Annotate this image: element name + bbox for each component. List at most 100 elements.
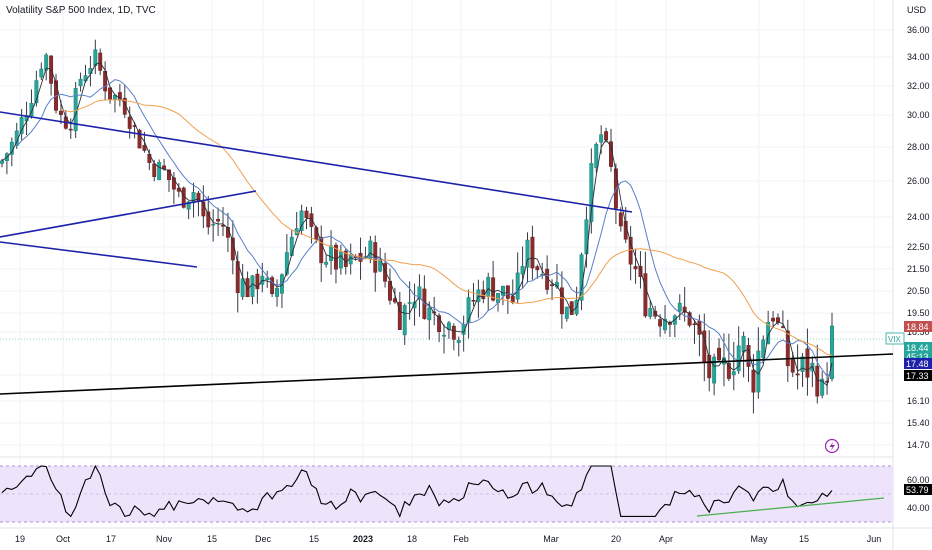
candle[interactable] [412,283,417,326]
candle[interactable] [334,242,338,284]
candle[interactable] [275,279,279,307]
candle[interactable] [805,328,810,396]
candle-body-up [211,223,216,226]
candle-body-up [830,325,834,380]
candle[interactable] [731,341,736,391]
candle[interactable] [343,248,348,275]
candle[interactable] [201,185,206,229]
candle[interactable] [451,323,456,351]
trendline-upper[interactable] [0,111,633,213]
candles[interactable] [0,39,834,414]
time-tick-label: Nov [156,534,173,544]
candle[interactable] [505,285,510,314]
candle[interactable] [795,344,800,390]
price-axis[interactable]: 36.00 34.00 32.00 30.00 28.00 26.00 24.00 22.50… [885,25,932,513]
support-line[interactable] [0,353,894,395]
candle[interactable] [677,294,682,320]
lightning-icon[interactable] [824,438,840,454]
candle[interactable] [299,204,304,235]
candle[interactable] [471,283,476,307]
candle-body-up [34,80,39,104]
candle-body-up [648,308,653,317]
candle[interactable] [240,263,245,300]
trendlines[interactable] [0,111,894,395]
candle[interactable] [171,172,176,205]
candle[interactable] [628,226,633,281]
candle[interactable] [726,333,731,382]
candle[interactable] [707,330,712,392]
candle[interactable] [717,338,721,362]
candle-body-up [500,285,505,296]
candle[interactable] [663,305,667,334]
trendline-lower[interactable] [0,241,198,268]
candle[interactable] [589,148,594,234]
candle[interactable] [167,169,171,192]
candle[interactable] [491,261,496,302]
candle[interactable] [284,234,289,277]
candle-body-down [805,348,810,378]
price-tag-bg [904,342,932,353]
candle[interactable] [530,225,535,280]
candle-body-up [29,102,34,117]
candle-body-down [658,319,663,327]
candle[interactable] [825,362,830,395]
candle[interactable] [417,274,422,317]
candle[interactable] [78,72,83,92]
candle[interactable] [535,264,540,279]
candle[interactable] [785,319,790,382]
candle[interactable] [820,371,825,399]
candle[interactable] [525,232,530,283]
candle[interactable] [830,312,834,382]
rsi-trendline[interactable] [696,497,885,517]
candle-body-up [407,302,412,304]
candle[interactable] [633,248,638,284]
candle[interactable] [515,252,520,304]
candle-body-down [825,380,830,383]
candle[interactable] [500,285,505,306]
candle[interactable] [692,320,697,344]
candle[interactable] [93,39,98,75]
candle-body-up [466,297,471,323]
candle[interactable] [427,301,432,340]
candle[interactable] [211,209,216,242]
candle[interactable] [564,306,569,322]
candle[interactable] [402,303,407,345]
candle[interactable] [157,159,162,181]
candle[interactable] [137,128,142,149]
candle[interactable] [98,48,103,76]
candle[interactable] [648,300,653,320]
candle[interactable] [766,310,771,345]
candle[interactable] [618,207,623,232]
time-tick-label: May [750,534,768,544]
time-tick-label: 2023 [353,534,373,544]
candle[interactable] [44,52,49,81]
candle[interactable] [569,301,574,316]
candle[interactable] [39,62,44,81]
time-tick-label: Oct [56,534,71,544]
candle[interactable] [456,336,461,357]
candle-body-up [442,334,446,337]
candle[interactable] [324,255,329,268]
candle[interactable] [712,353,717,396]
candle[interactable] [68,118,73,139]
candle[interactable] [338,244,343,275]
candle[interactable] [771,311,776,329]
candle[interactable] [319,225,324,282]
candle[interactable] [186,201,191,220]
candle[interactable] [304,206,309,230]
candle[interactable] [270,275,275,298]
candle[interactable] [29,89,34,119]
candle[interactable] [594,142,599,173]
time-tick-label: 17 [106,534,116,544]
candle[interactable] [643,251,648,318]
candle[interactable] [19,109,24,141]
trendline-mid[interactable] [0,190,257,238]
candle-body-up [39,68,44,78]
candle[interactable] [559,271,564,329]
candle[interactable] [255,268,260,304]
candle[interactable] [216,207,221,237]
time-axis[interactable]: 19 Oct 17 Nov 15 Dec 15 2023 18 Feb Mar 20 Apr May 15 J… [15,534,881,544]
candle[interactable] [658,314,663,337]
